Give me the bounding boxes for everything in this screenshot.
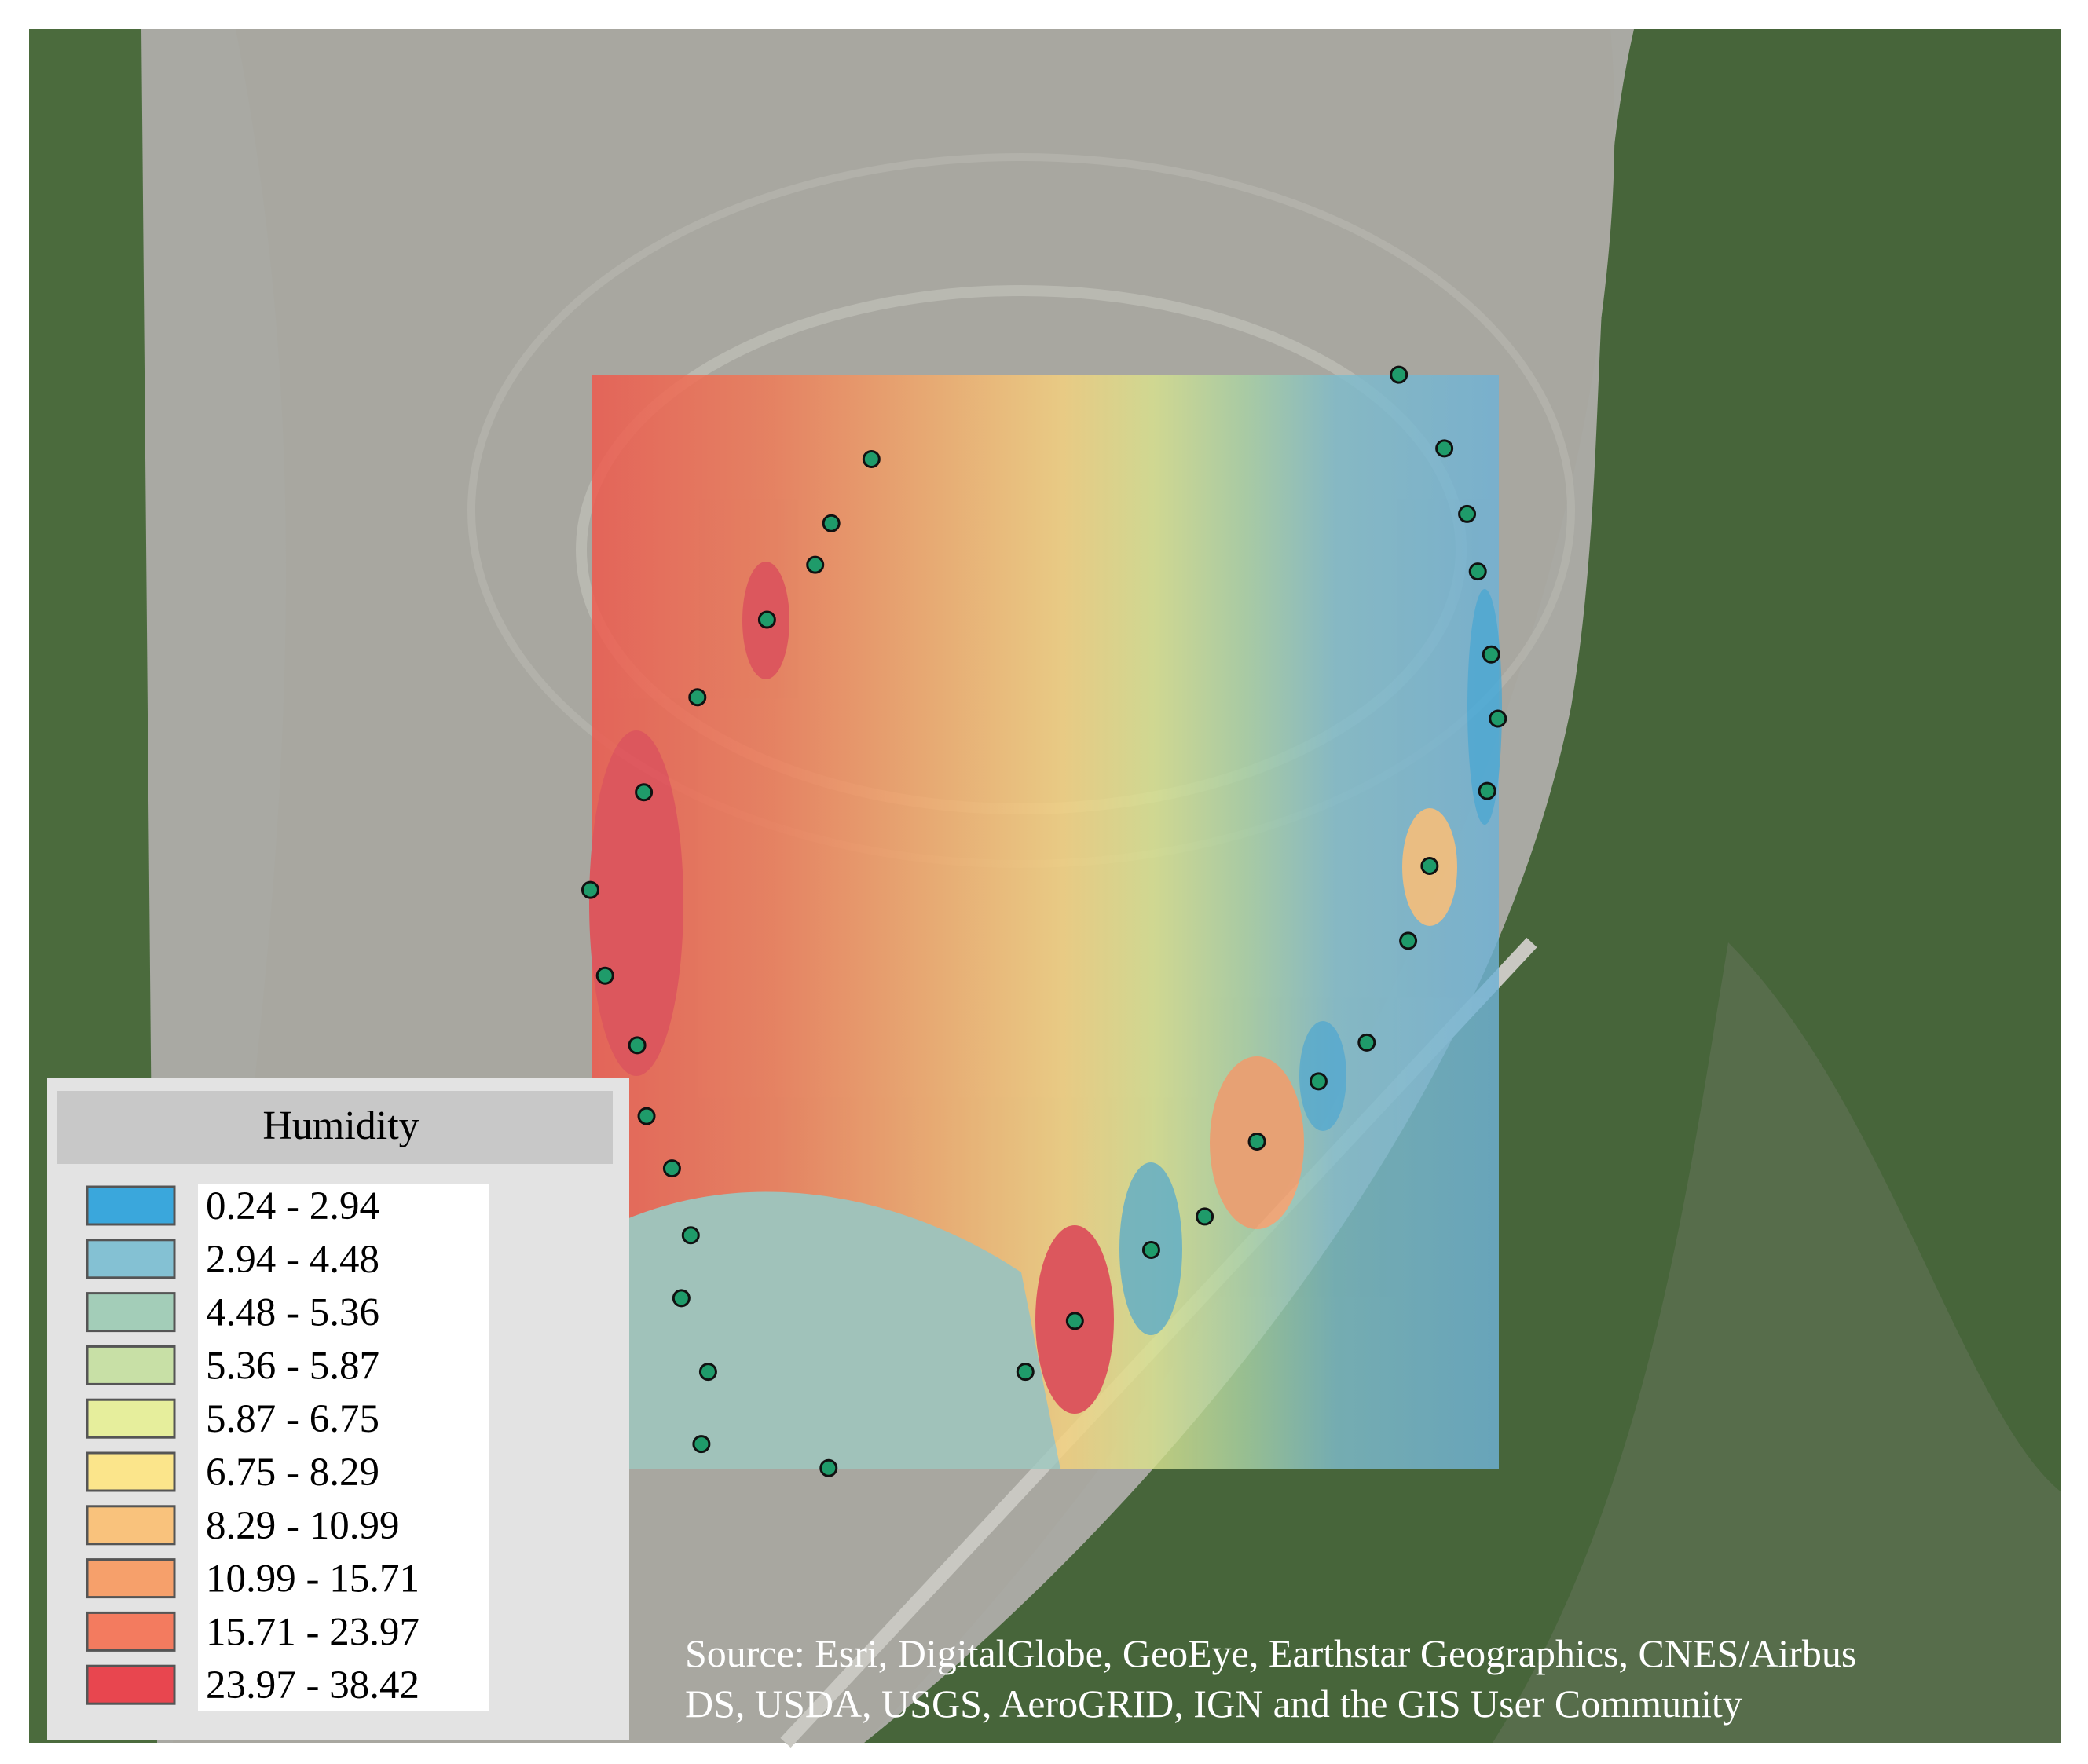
legend-swatch [86,1292,176,1333]
sample-point [819,1458,838,1477]
sample-point [1482,645,1500,664]
sample-point [1016,1363,1035,1382]
legend-label: 10.99 - 15.71 [206,1557,419,1601]
sample-point [757,610,776,629]
sample-point [637,1107,656,1125]
legend-label: 15.71 - 23.97 [206,1610,419,1654]
sample-point [698,1363,717,1382]
humidity-surface [589,375,1502,1469]
sample-point [581,880,599,899]
legend-title-bar [57,1091,613,1164]
sample-point [862,449,881,468]
sample-point [688,688,707,707]
legend-label-box [198,1184,489,1711]
legend-label: 6.75 - 8.29 [206,1451,379,1495]
sample-point [692,1435,711,1454]
legend-swatch [86,1239,176,1279]
sample-point [635,783,654,802]
legend-items: 0.24 - 2.94 2.94 - 4.48 4.48 - 5.36 5.36 - … [86,1184,419,1707]
vegetation [1493,942,2061,1743]
legend-swatch [86,1558,176,1599]
sample-point [628,1036,647,1055]
sample-point [1420,856,1439,875]
sample-point [1196,1207,1214,1226]
sample-point [1357,1033,1376,1052]
sample-point [1399,931,1418,950]
legend-label: 0.24 - 2.94 [206,1184,379,1228]
legend-swatch [86,1185,176,1226]
legend-swatch [86,1664,176,1705]
legend-label: 2.94 - 4.48 [206,1238,379,1282]
legend-title: Humidity [262,1103,419,1148]
sample-point [1489,709,1507,728]
cool-zone [613,1191,1060,1469]
sample-point [672,1289,691,1308]
sample-points [581,365,1507,1477]
hotspot [589,730,683,1076]
sample-point [1390,365,1408,384]
sample-point [681,1226,700,1245]
legend-label: 5.36 - 5.87 [206,1344,379,1388]
source-text: Source: Esri, DigitalGlobe, GeoEye, Eart… [685,1631,1856,1675]
legend-label: 8.29 - 10.99 [206,1504,399,1548]
legend: Humidity 0.24 - 2.94 2.94 - 4.48 4.48 - 5.… [47,1078,629,1740]
legend-label: 5.87 - 6.75 [206,1397,379,1441]
sample-point [1065,1312,1084,1330]
legend-label: 4.48 - 5.36 [206,1291,379,1335]
sample-point [1435,439,1454,458]
sample-point [662,1159,681,1178]
legend-swatch [86,1505,176,1546]
sample-point [806,555,825,574]
legend-swatch [86,1398,176,1439]
sample-point [1247,1133,1266,1151]
sample-point [822,514,841,532]
sample-point [1478,781,1496,800]
sample-point [595,966,614,985]
sample-point [1141,1241,1160,1260]
source-text: DS, USDA, USGS, AeroGRID, IGN and the GI… [685,1682,1742,1726]
legend-swatch [86,1451,176,1492]
legend-swatch [86,1611,176,1652]
sample-point [1458,504,1477,523]
sample-point [1468,562,1487,581]
legend-label: 23.97 - 38.42 [206,1663,419,1707]
legend-swatch [86,1345,176,1385]
sample-point [1309,1072,1328,1091]
